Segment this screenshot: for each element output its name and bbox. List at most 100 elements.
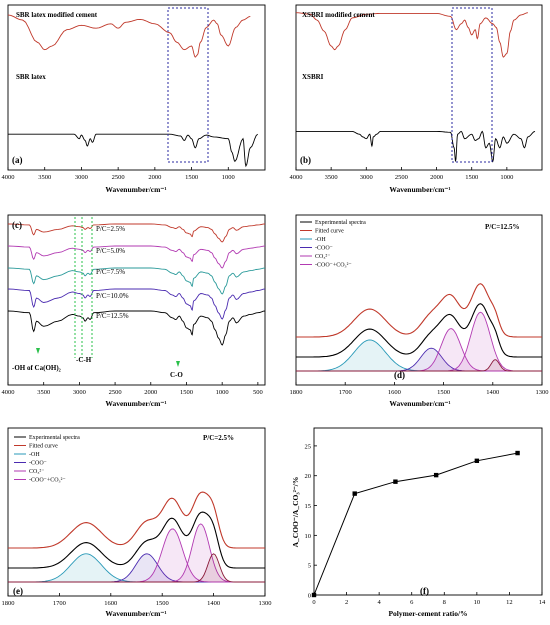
x-tick-label: 1300 xyxy=(536,389,549,396)
panel-label: (b) xyxy=(300,155,311,165)
panel-c: 4000 3500 3000 2500 2000 1500 1000 500 P/C=2.5%… xyxy=(2,214,266,408)
x-tick-label: 1700 xyxy=(53,600,66,607)
x-axis-label: Wavenumber/cm⁻¹ xyxy=(389,185,450,194)
peak-fill xyxy=(8,523,265,582)
data-point xyxy=(515,450,520,456)
x-axis-label: Wavenumber/cm⁻¹ xyxy=(105,399,166,408)
legend-entry: -OH xyxy=(29,452,40,458)
legend-entry: CO₃²⁻ xyxy=(315,254,330,260)
peak-fill xyxy=(8,553,265,582)
x-tick-label: 6 xyxy=(410,599,414,606)
x-tick-label: 3000 xyxy=(75,174,88,181)
panel-label: (f) xyxy=(420,586,429,596)
peak-fill xyxy=(296,312,542,371)
highlight-box xyxy=(167,7,209,163)
panel-d: 1800 1700 1600 1500 1400 1300 Experimental sp… xyxy=(290,214,549,408)
x-tick-label: 3500 xyxy=(38,174,51,181)
x-tick-label: 12 xyxy=(506,599,513,606)
spectrum-line xyxy=(7,14,251,58)
legend-entry: -COO⁻ xyxy=(315,246,333,252)
spectrum-line xyxy=(296,130,536,163)
x-tick-label: 1700 xyxy=(339,389,352,396)
x-tick-label: 2000 xyxy=(144,389,157,396)
x-tick-label: 2000 xyxy=(148,174,161,181)
x-tick-label: 3500 xyxy=(37,389,50,396)
x-tick-label: 3000 xyxy=(360,174,373,181)
data-point xyxy=(352,491,357,496)
panel-b: 4000 3500 3000 2500 2000 1500 1000 XSBRI modif… xyxy=(290,4,543,194)
legend-entry: CO₃²⁻ xyxy=(29,469,44,475)
x-tick-label: 8 xyxy=(443,599,446,606)
pc-label: P/C=5.0% xyxy=(96,247,125,255)
annotation-ch: -C-H xyxy=(76,356,92,364)
x-tick-label: 4000 xyxy=(290,174,303,181)
y-tick-label: 10 xyxy=(305,533,312,540)
series-label-black: SBR latex xyxy=(16,73,46,81)
legend-entry: -OH xyxy=(315,237,326,243)
annotation-co: C-O xyxy=(170,371,183,379)
x-tick-label: 1400 xyxy=(486,389,499,396)
y-tick-label: 0 xyxy=(308,593,311,600)
data-point xyxy=(311,592,317,598)
x-tick-label: 4 xyxy=(378,599,382,606)
panel-label: (a) xyxy=(12,155,23,165)
legend-entry: -COO⁻+CO₃²⁻ xyxy=(29,478,66,484)
annotation-oh: -OH of Ca(OH)₂ xyxy=(12,364,61,372)
x-tick-label: 4000 xyxy=(2,174,15,181)
x-tick-label: 1000 xyxy=(216,389,229,396)
spectrum-line xyxy=(8,133,258,168)
x-tick-label: 1000 xyxy=(222,174,235,181)
x-tick-label: 500 xyxy=(253,389,263,396)
x-tick-label: 2 xyxy=(345,599,348,606)
x-tick-label: 1500 xyxy=(156,600,169,607)
panel-e-frame xyxy=(7,427,266,597)
legend-entry: -COO⁻+CO₃²⁻ xyxy=(315,263,352,269)
spectrum-line xyxy=(7,288,266,320)
y-axis-label: A_COO⁻/A_CO₃²⁻/% xyxy=(291,477,300,548)
legend-entry: Experimental spectra xyxy=(29,435,80,441)
x-tick-label: 10 xyxy=(474,599,481,606)
data-line xyxy=(313,452,518,596)
fitted-peak xyxy=(8,553,265,583)
x-tick-label: 1500 xyxy=(437,389,450,396)
x-axis-label: Wavenumber/cm⁻¹ xyxy=(389,399,450,408)
x-tick-label: 2500 xyxy=(395,174,408,181)
panel-label: (e) xyxy=(13,586,23,596)
x-tick-label: 1500 xyxy=(180,389,193,396)
peak-fill xyxy=(296,359,542,371)
panel-label: (d) xyxy=(394,370,405,380)
pc-label: P/C=10.0% xyxy=(96,292,129,300)
x-tick-label: 1500 xyxy=(185,174,198,181)
pc-label: P/C=12.5% xyxy=(96,312,129,320)
x-axis-label: Polymer-cement ratio/% xyxy=(388,609,467,618)
x-tick-label: 2500 xyxy=(112,174,125,181)
spectrum-line xyxy=(295,12,528,58)
x-axis-label: Wavenumber/cm⁻¹ xyxy=(105,609,166,618)
spectrum-line xyxy=(7,245,266,269)
legend-entry: Fitted curve xyxy=(315,229,344,235)
fitted-curve xyxy=(296,283,542,338)
arrow-marker xyxy=(176,361,180,367)
panel-a: 4000 3500 3000 2500 2000 1500 1000 SBR latex m… xyxy=(2,4,266,194)
peak-fill xyxy=(8,553,265,582)
x-tick-label: 1800 xyxy=(290,389,303,396)
x-tick-label: 1400 xyxy=(207,600,220,607)
panel-b-frame xyxy=(295,4,543,171)
spectrum-line xyxy=(7,223,266,243)
x-tick-label: 1600 xyxy=(388,389,401,396)
panel-a-frame xyxy=(7,4,266,171)
y-tick-label: 25 xyxy=(305,443,312,450)
data-point xyxy=(474,458,480,464)
series-label-black: XSBRI xyxy=(302,73,324,81)
pc-label: P/C=7.5% xyxy=(96,268,125,276)
x-tick-label: 2500 xyxy=(109,389,122,396)
fitted-curve xyxy=(8,491,265,549)
panel-c-frame xyxy=(7,214,266,386)
fitted-peak xyxy=(296,359,542,372)
legend-entry: Experimental spectra xyxy=(315,220,366,226)
series-label-red: SBR latex modified cement xyxy=(16,11,98,19)
panel-f: 0 2 4 6 8 10 12 14 0 5 10 15 20 25 (f) Polymer-cement… xyxy=(291,427,546,618)
peak-fill xyxy=(296,340,542,371)
x-tick-label: 3500 xyxy=(325,174,338,181)
